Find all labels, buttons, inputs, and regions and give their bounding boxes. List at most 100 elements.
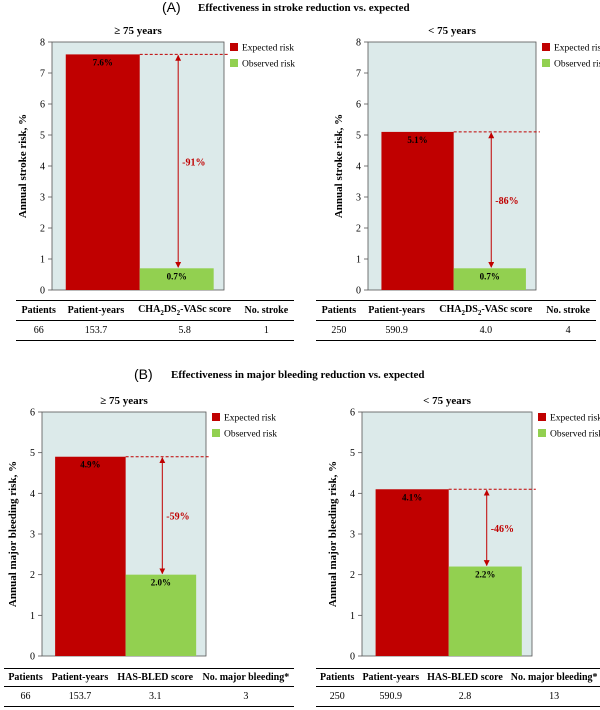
data-label-observed: 0.7% <box>167 271 187 281</box>
y-tick-label: 4 <box>350 489 355 500</box>
y-tick-label: 8 <box>40 38 45 49</box>
y-axis-label: Annual stroke risk, % <box>17 114 29 218</box>
y-tick-label: 3 <box>350 530 355 541</box>
y-tick-label: 3 <box>40 193 45 204</box>
legend-swatch-observed <box>230 59 238 67</box>
table-header: HAS-BLED score <box>112 668 198 687</box>
table-cell: 4 <box>540 320 596 341</box>
y-tick-label: 6 <box>40 100 45 111</box>
table-header: Patients <box>4 668 48 687</box>
y-tick-label: 6 <box>356 100 361 111</box>
bar-observed-risk <box>139 268 214 290</box>
y-tick-label: 2 <box>30 570 35 581</box>
table-cell: 153.7 <box>61 320 131 341</box>
stats-table-stroke-under-75: Patients Patient-years CHA2DS2-VASc scor… <box>316 300 596 341</box>
table-row: 250 590.9 4.0 4 <box>316 320 596 341</box>
bar-expected-risk <box>55 456 126 656</box>
table-cell: 2.8 <box>423 686 507 707</box>
y-tick-label: 5 <box>30 448 35 459</box>
table-header: Patient-years <box>61 300 131 321</box>
table-header: Patients <box>16 300 62 321</box>
reduction-label: -91% <box>182 157 205 168</box>
legend-swatch-expected <box>538 413 546 421</box>
legend-label-observed: Observed risk <box>550 430 600 440</box>
y-axis-label: Annual major bleeding risk, % <box>327 461 339 607</box>
table-cell: 153.7 <box>47 686 113 707</box>
legend-swatch-expected <box>230 43 238 51</box>
legend-label-observed: Observed risk <box>242 60 295 70</box>
table-header: Patients <box>316 668 359 687</box>
reduction-label: -46% <box>491 524 514 535</box>
data-label-expected: 4.9% <box>80 460 100 470</box>
reduction-label: -86% <box>495 196 518 207</box>
table-cell: 13 <box>506 686 600 707</box>
table-cell: 250 <box>316 320 362 341</box>
table-cell: 590.9 <box>358 686 424 707</box>
bar-observed-risk <box>125 574 197 656</box>
table-row: 250 590.9 2.8 13 <box>316 686 600 707</box>
table-header-row: Patients Patient-years HAS-BLED score No… <box>4 668 294 687</box>
y-tick-label: 1 <box>30 611 35 622</box>
y-tick-label: 3 <box>30 530 35 541</box>
legend-label-observed: Observed risk <box>554 60 600 70</box>
chart-title: < 75 years <box>423 395 472 407</box>
y-tick-label: 4 <box>40 162 45 173</box>
y-tick-label: 0 <box>40 286 45 297</box>
legend-swatch-observed <box>538 429 546 437</box>
y-tick-label: 7 <box>356 69 361 80</box>
y-tick-label: 5 <box>40 131 45 142</box>
y-axis-label: Annual stroke risk, % <box>333 114 345 218</box>
stats-table-stroke-75-plus: Patients Patient-years CHA2DS2-VASc scor… <box>16 300 294 341</box>
table-header-row: Patients Patient-years CHA2DS2-VASc scor… <box>316 300 596 321</box>
table-header: CHA2DS2-VASc score <box>431 300 541 321</box>
chart-title: ≥ 75 years <box>114 25 162 37</box>
table-header: No. major bleeding* <box>506 668 600 687</box>
y-tick-label: 2 <box>356 224 361 235</box>
stats-table-bleeding-under-75: Patients Patient-years HAS-BLED score No… <box>316 668 600 707</box>
table-cell: 1 <box>238 320 294 341</box>
table-row: 66 153.7 5.8 1 <box>16 320 294 341</box>
data-label-expected: 7.6% <box>93 57 113 67</box>
y-tick-label: 8 <box>356 38 361 49</box>
bar-expected-risk <box>381 131 454 290</box>
table-cell: 3 <box>197 686 294 707</box>
y-tick-label: 2 <box>350 570 355 581</box>
panel-a-letter: (A) <box>162 0 181 15</box>
y-tick-label: 2 <box>40 224 45 235</box>
chart-bleeding-under-75: < 75 years 0 1 2 3 4 5 6 Annual major bleeding r… <box>327 395 600 663</box>
legend-label-observed: Observed risk <box>224 430 277 440</box>
y-tick-label: 0 <box>356 286 361 297</box>
legend-swatch-observed <box>212 429 220 437</box>
table-header-row: Patients Patient-years HAS-BLED score No… <box>316 668 600 687</box>
y-tick-label: 1 <box>356 255 361 266</box>
table-cell: 66 <box>16 320 62 341</box>
panel-b-heading: Effectiveness in major bleeding reductio… <box>171 369 425 381</box>
legend-swatch-expected <box>212 413 220 421</box>
y-tick-label: 5 <box>356 131 361 142</box>
table-cell: 4.0 <box>431 320 541 341</box>
legend-label-expected: Expected risk <box>242 44 294 54</box>
chart-stroke-75-plus: ≥ 75 years 0 1 2 3 4 5 6 7 8 Annual stroke risk, %… <box>17 25 295 297</box>
data-label-observed: 0.7% <box>480 271 500 281</box>
y-tick-label: 1 <box>350 611 355 622</box>
y-tick-label: 5 <box>350 448 355 459</box>
y-tick-label: 1 <box>40 255 45 266</box>
legend-label-expected: Expected risk <box>554 44 600 54</box>
table-header: CHA2DS2-VASc score <box>130 300 239 321</box>
panel-b-letter: (B) <box>134 366 153 382</box>
legend-label-expected: Expected risk <box>550 414 600 424</box>
table-header: No. stroke <box>540 300 596 321</box>
legend-label-expected: Expected risk <box>224 414 276 424</box>
table-header: Patient-years <box>47 668 113 687</box>
table-header-row: Patients Patient-years CHA2DS2-VASc scor… <box>16 300 294 321</box>
table-row: 66 153.7 3.1 3 <box>4 686 294 707</box>
panel-a-heading: Effectiveness in stroke reduction vs. ex… <box>198 2 410 14</box>
bar-expected-risk <box>375 489 449 656</box>
table-cell: 3.1 <box>112 686 198 707</box>
stats-table-bleeding-75-plus: Patients Patient-years HAS-BLED score No… <box>4 668 294 707</box>
table-header: Patients <box>316 300 362 321</box>
data-label-expected: 4.1% <box>402 492 422 502</box>
table-header: No. stroke <box>238 300 294 321</box>
bar-observed-risk <box>453 268 526 290</box>
y-tick-label: 0 <box>350 652 355 663</box>
